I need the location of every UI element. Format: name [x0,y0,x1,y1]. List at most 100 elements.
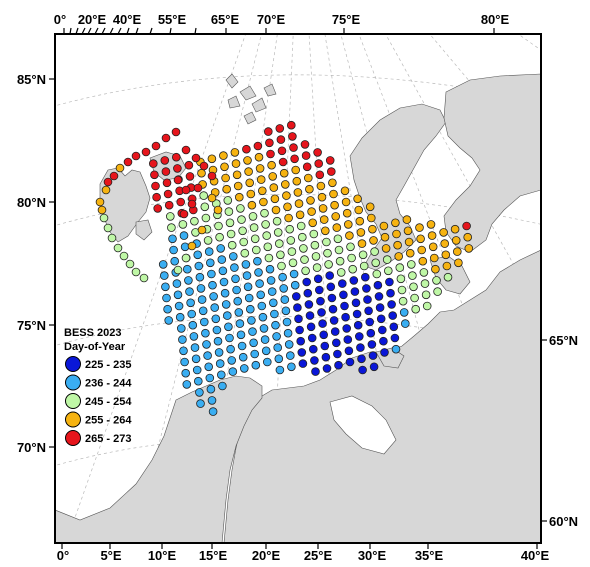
station-point [290,280,300,290]
station-point [415,223,424,232]
station-point [173,265,183,275]
station-point [240,248,250,258]
station-point [280,180,290,189]
station-point [255,164,265,173]
station-point [271,320,280,330]
station-point [410,293,419,303]
station-point [381,244,391,253]
station-point [256,290,266,300]
station-point [191,354,201,364]
legend: BESS 2023 Day-of-Year 225 - 235 236 - 244… [64,327,132,446]
station-point [380,232,390,242]
station-point [206,258,215,268]
left-label: 70°N [17,440,46,455]
station-point [360,272,370,282]
station-point [187,309,197,319]
station-point [408,271,417,280]
station-point [311,367,320,376]
station-point [248,327,257,336]
station-point [101,185,111,195]
station-point [236,204,245,213]
station-point [428,242,438,252]
station-point [282,317,292,327]
station-point [221,173,230,183]
station-point [397,285,407,295]
station-point [391,218,400,228]
station-point [246,304,255,314]
station-point [185,172,195,181]
station-point [394,252,404,261]
station-point [210,303,220,312]
station-point [319,215,329,224]
station-point [205,373,215,383]
station-point [313,274,323,284]
station-point [357,354,366,364]
station-point [266,276,276,285]
station-point [243,282,253,292]
station-point [282,191,291,200]
station-point [194,376,203,386]
bottom-label: 0° [57,548,69,562]
station-point [233,181,243,191]
land [55,73,541,543]
station-point [385,277,394,287]
station-point [227,240,237,250]
left-label: 75°N [17,318,46,333]
station-point [276,135,286,144]
station-point [431,264,440,274]
station-point [131,151,141,161]
station-point [265,264,275,274]
station-point [247,200,257,210]
station-point [166,212,175,221]
station-point [214,348,224,357]
station-point [197,168,206,178]
station-point [301,151,311,160]
station-point [287,247,297,256]
station-point [311,252,321,261]
bottom-label: 30°E [358,548,387,562]
station-point [317,192,327,202]
station-point [409,282,418,292]
left-axis-labels: 85°N 80°N 75°N 70°N [17,72,46,455]
station-point [173,164,182,173]
station-point [201,213,211,223]
station-point [332,223,342,232]
station-point [262,357,272,367]
station-point [328,178,337,188]
station-point [125,259,135,269]
station-point [387,300,396,309]
station-point [199,191,209,200]
station-point [297,232,307,242]
station-point [197,295,207,304]
station-point [339,290,348,300]
station-point [261,346,271,356]
station-point [251,360,261,370]
station-point [131,267,141,277]
station-point [318,204,328,213]
station-point [442,261,452,271]
station-point [230,148,240,157]
station-point [296,221,306,231]
station-point [320,226,330,236]
station-point [300,255,309,264]
station-point [249,223,259,232]
station-point [223,196,233,205]
station-point [253,256,262,266]
top-label: 20°E [78,12,107,27]
station-point [351,298,361,308]
station-point [393,240,402,250]
station-point [302,277,312,287]
legend-swatch [65,430,81,446]
station-point [164,200,174,210]
station-point [263,242,273,252]
station-point [324,260,333,269]
station-point [369,362,379,372]
station-point [279,168,289,178]
station-point [306,196,315,205]
station-point [341,197,351,207]
station-point [169,245,178,255]
station-point [270,309,279,319]
station-point [300,140,310,149]
station-point [275,124,285,133]
station-point [369,236,378,245]
